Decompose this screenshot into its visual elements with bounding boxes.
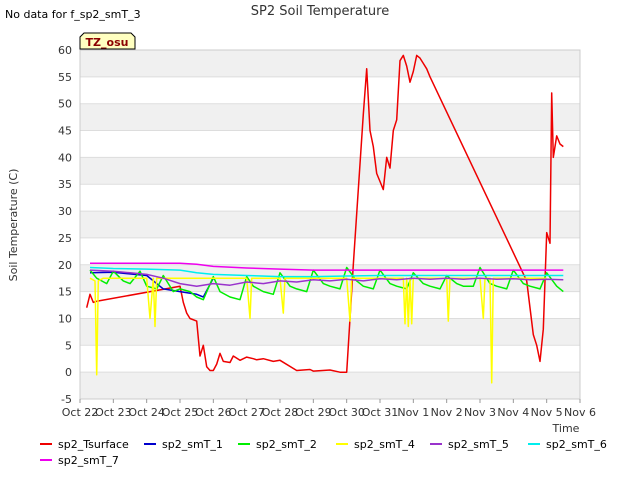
x-tick-label: Oct 30 bbox=[328, 406, 365, 419]
y-tick-label: 15 bbox=[58, 286, 72, 299]
grid-band bbox=[80, 318, 580, 346]
series-line-sp2-smT-5 bbox=[89, 269, 564, 287]
timezone-badge-label: TZ_osu bbox=[86, 36, 129, 49]
x-tick-label: Nov 3 bbox=[464, 406, 496, 419]
x-tick-label: Nov 1 bbox=[397, 406, 429, 419]
legend-label: sp2_smT_4 bbox=[354, 438, 415, 451]
x-tick-label: Oct 28 bbox=[262, 406, 299, 419]
legend-label: sp2_smT_7 bbox=[58, 454, 119, 467]
x-tick-label: Nov 5 bbox=[531, 406, 563, 419]
y-tick-label: 10 bbox=[58, 312, 72, 325]
x-tick-label: Oct 22 bbox=[62, 406, 99, 419]
x-axis-label: Time bbox=[552, 422, 580, 435]
y-tick-label: 60 bbox=[58, 44, 72, 57]
grid-band bbox=[80, 103, 580, 131]
y-tick-label: 30 bbox=[58, 205, 72, 218]
x-tick-label: Oct 27 bbox=[228, 406, 265, 419]
y-tick-label: 20 bbox=[58, 259, 72, 272]
grid-band bbox=[80, 372, 580, 399]
series-line-sp2-smT-7 bbox=[90, 262, 564, 271]
series-line-sp2-smT-6 bbox=[89, 266, 564, 278]
legend-label: sp2_smT_2 bbox=[256, 438, 317, 451]
x-tick-label: Oct 25 bbox=[162, 406, 199, 419]
y-tick-label: 25 bbox=[58, 232, 72, 245]
grid-band bbox=[80, 76, 580, 104]
grid-band bbox=[80, 130, 580, 158]
y-tick-label: 50 bbox=[58, 98, 72, 111]
x-tick-label: Oct 24 bbox=[128, 406, 165, 419]
y-tick-label: 55 bbox=[58, 71, 72, 84]
x-tick-label: Oct 29 bbox=[295, 406, 332, 419]
y-tick-label: 45 bbox=[58, 125, 72, 138]
y-tick-label: 0 bbox=[65, 366, 72, 379]
grid-band bbox=[80, 237, 580, 265]
timezone-badge-box bbox=[79, 32, 136, 50]
legend-label: sp2_smT_5 bbox=[448, 438, 509, 451]
grid-band bbox=[80, 291, 580, 319]
y-tick-label: -5 bbox=[61, 393, 72, 406]
grid-band bbox=[80, 345, 580, 373]
chart-title: SP2 Soil Temperature bbox=[251, 4, 389, 19]
grid-band bbox=[80, 157, 580, 185]
y-tick-label: 5 bbox=[65, 339, 72, 352]
x-tick-label: Nov 4 bbox=[497, 406, 529, 419]
y-tick-label: 40 bbox=[58, 151, 72, 164]
legend-label: sp2_smT_6 bbox=[546, 438, 607, 451]
series-lines bbox=[85, 54, 564, 384]
grid-bands bbox=[80, 50, 580, 400]
x-tick-label: Oct 31 bbox=[362, 406, 399, 419]
y-tick-label: 35 bbox=[58, 178, 72, 191]
timezone-badge: TZ_osu bbox=[79, 32, 136, 50]
y-axis-label: Soil Temperature (C) bbox=[7, 169, 20, 282]
legend-label: sp2_Tsurface bbox=[58, 438, 129, 451]
x-tick-label: Oct 23 bbox=[95, 406, 132, 419]
grid-band bbox=[80, 211, 580, 238]
x-tick-label: Oct 26 bbox=[195, 406, 232, 419]
x-tick-label: Nov 2 bbox=[431, 406, 463, 419]
plot-frame bbox=[79, 49, 581, 400]
y-axis-ticks: -5 0 5 10 15 20 25 30 35 40 45 50 55 60 bbox=[58, 44, 72, 406]
grid-band bbox=[80, 184, 580, 212]
legend: sp2_Tsurface sp2_smT_1 sp2_smT_2 sp2_smT_4 s… bbox=[40, 438, 607, 467]
x-tick-label: Nov 6 bbox=[564, 406, 596, 419]
series-line-sp2-smT-4 bbox=[89, 277, 547, 384]
legend-label: sp2_smT_1 bbox=[162, 438, 223, 451]
series-line-sp2-Tsurface bbox=[85, 54, 564, 373]
grid-band bbox=[80, 50, 580, 77]
no-data-note: No data for f_sp2_smT_3 bbox=[5, 8, 141, 21]
